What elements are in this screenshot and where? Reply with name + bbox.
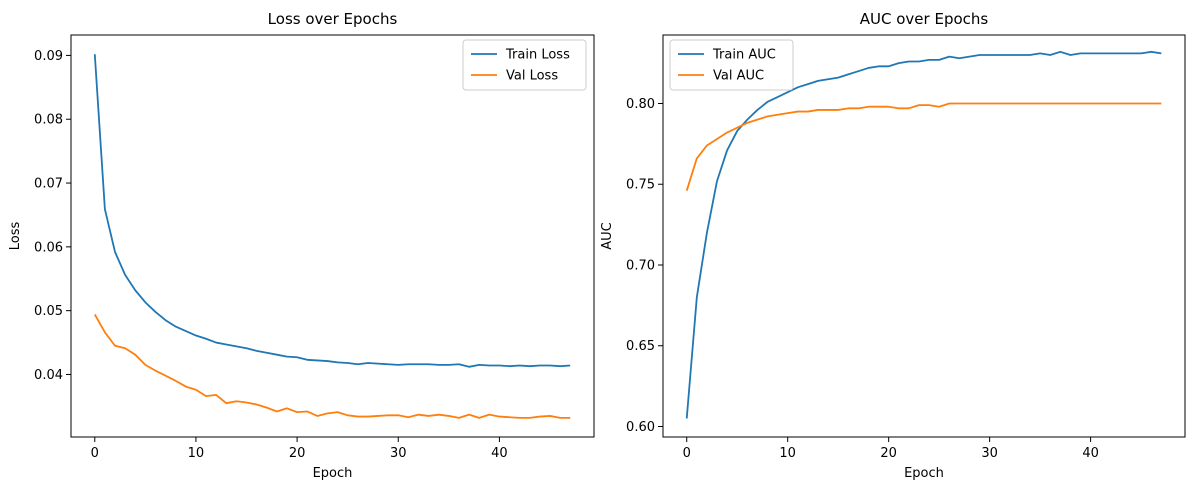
chart-1: 0 10 20 30 40 0.60 0.65 0.70 0.75 0.80 AUC over Ep… [600, 10, 1186, 481]
y-tick-label: 0.65 [626, 339, 655, 354]
legend: Train Loss Val Loss [462, 39, 587, 91]
chart-0: 0 10 20 30 40 0.04 0.05 0.06 0.07 0.08 0.09 Loss ov… [8, 10, 595, 481]
x-tick-label: 10 [779, 446, 796, 461]
y-tick-label: 0.75 [626, 178, 655, 193]
legend-label: Train Loss [505, 48, 570, 63]
plot-frame [70, 34, 595, 438]
y-tick-label: 0.05 [34, 304, 63, 319]
y-axis-label: AUC [600, 222, 615, 250]
y-tick-label: 0.60 [626, 420, 655, 435]
y-axis-label: Loss [8, 222, 23, 251]
x-axis-label: Epoch [313, 466, 353, 481]
x-tick-label: 10 [188, 446, 205, 461]
y-tick-label: 0.70 [626, 258, 655, 273]
x-tick-label: 40 [491, 446, 508, 461]
series-line-val-auc [685, 102, 1162, 191]
y-tick-label: 0.08 [34, 113, 63, 128]
series-line-train-auc [685, 50, 1162, 419]
chart-title: AUC over Epochs [860, 10, 989, 28]
series-line-train-loss [93, 54, 571, 368]
legend-box [462, 39, 587, 91]
y-tick-label: 0.07 [34, 177, 63, 192]
x-tick-label: 20 [289, 446, 306, 461]
y-tick-label: 0.09 [34, 49, 63, 64]
legend-label: Train AUC [712, 48, 776, 63]
legend-box [669, 39, 794, 91]
x-tick-label: 30 [390, 446, 407, 461]
x-tick-label: 0 [683, 446, 691, 461]
legend-label: Val AUC [713, 69, 764, 84]
x-tick-label: 30 [981, 446, 998, 461]
chart-title: Loss over Epochs [268, 10, 398, 28]
legend-label: Val Loss [506, 69, 558, 84]
x-tick-label: 0 [91, 446, 99, 461]
x-axis-label: Epoch [904, 466, 944, 481]
plot-frame [662, 34, 1186, 438]
y-tick-label: 0.80 [626, 97, 655, 112]
x-tick-label: 20 [880, 446, 897, 461]
series-line-val-loss [93, 314, 571, 419]
y-tick-label: 0.04 [34, 368, 63, 383]
x-tick-label: 40 [1082, 446, 1099, 461]
legend: Train AUC Val AUC [669, 39, 794, 91]
y-tick-label: 0.06 [34, 240, 63, 255]
